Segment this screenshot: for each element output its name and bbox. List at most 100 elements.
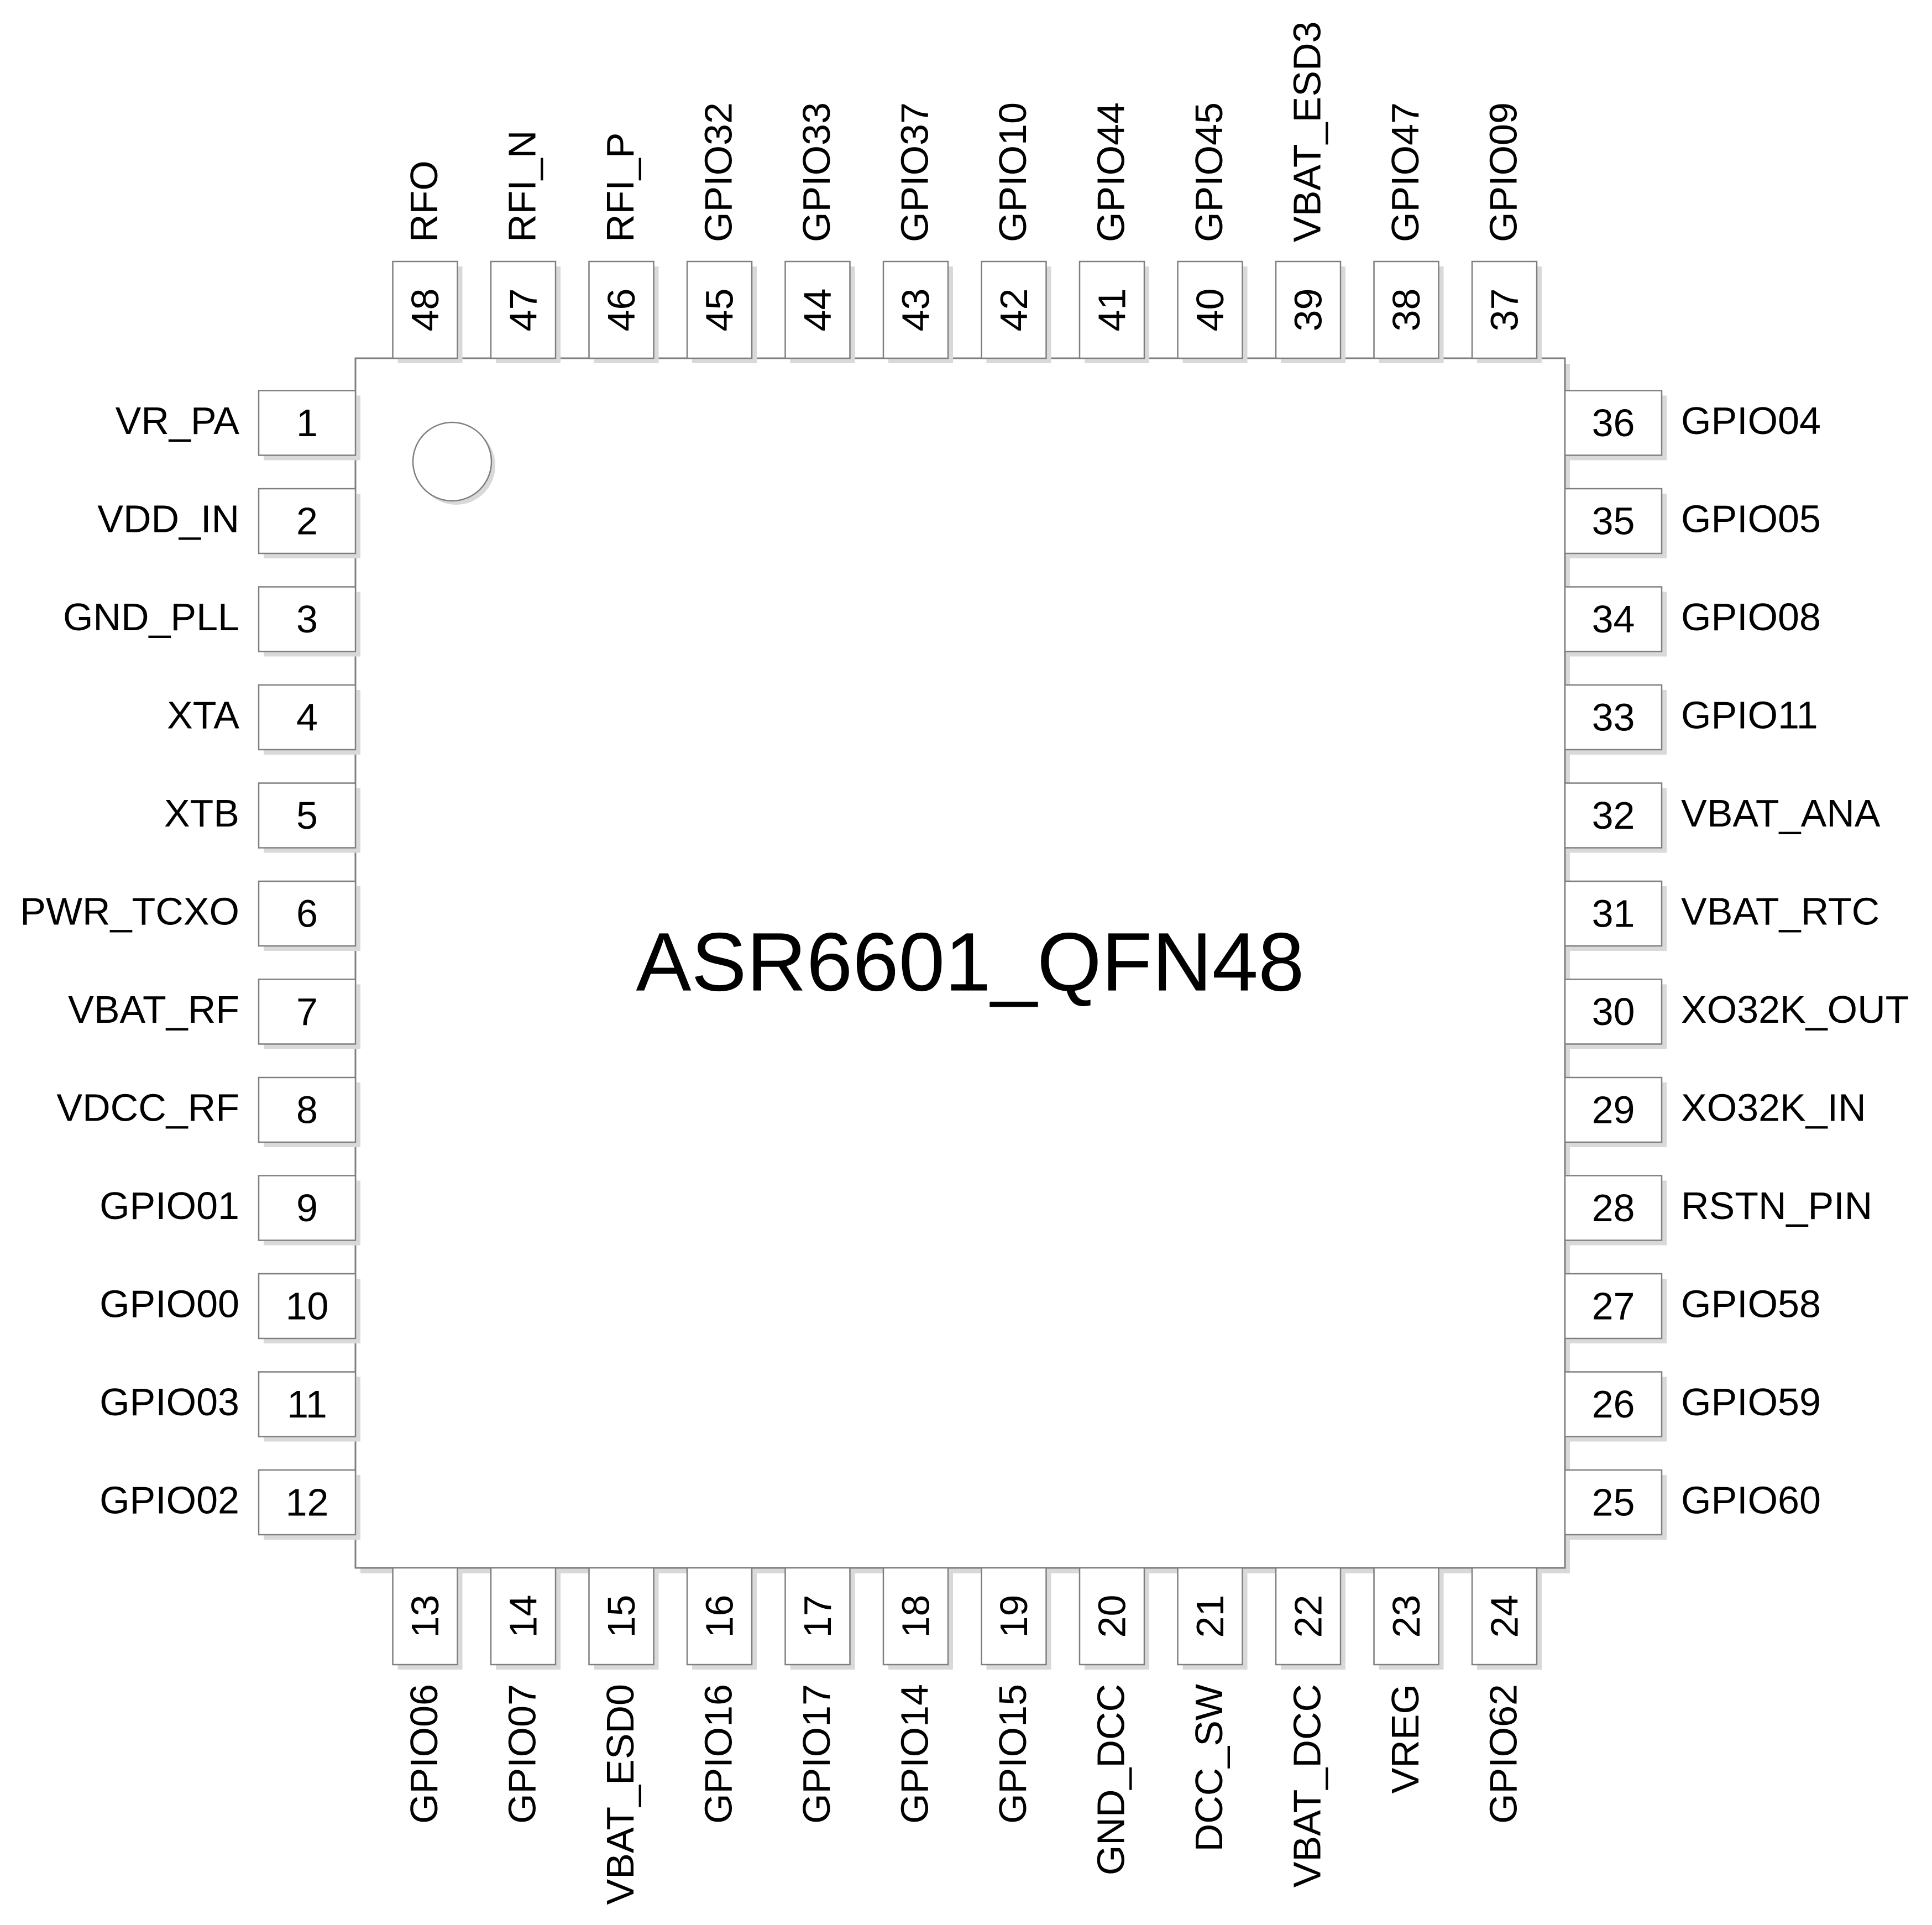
pin-35: 35 GPIO05 [1564, 488, 1821, 558]
pin-number: 23 [1385, 1595, 1428, 1638]
pin-box [1564, 782, 1663, 849]
pin-box [490, 260, 557, 359]
pin-number: 12 [286, 1481, 329, 1524]
pin-name: RFO [402, 160, 446, 242]
pin-name: VBAT_DCC [1286, 1684, 1329, 1887]
pin-box [686, 1567, 753, 1666]
pin-box [1564, 488, 1663, 555]
pin-box [784, 260, 851, 359]
pin-box [588, 260, 655, 359]
pin-box [981, 1567, 1047, 1666]
pin-name: XO32K_OUT [1681, 988, 1909, 1031]
pin-name: GPIO14 [893, 1684, 936, 1824]
pin-box [258, 390, 357, 456]
pin-name: VBAT_ESD0 [599, 1684, 642, 1905]
pin-42: 42 GPIO10 [981, 102, 1051, 363]
pin-number: 43 [894, 289, 938, 332]
pin-name: GPIO10 [991, 102, 1034, 242]
pin-box [490, 1567, 557, 1666]
pin-number: 34 [1592, 598, 1635, 641]
pin-box [1373, 1567, 1439, 1666]
pin-number: 47 [502, 289, 545, 332]
pin-box [1275, 1567, 1342, 1666]
pin-box [1564, 1469, 1663, 1536]
pin-name: GPIO45 [1187, 102, 1231, 242]
pin-box [1564, 979, 1663, 1045]
pin-number: 42 [992, 289, 1035, 332]
pin-number: 6 [296, 892, 318, 935]
pin-43: 43 GPIO37 [882, 102, 953, 363]
pin-name: GPIO37 [893, 102, 936, 242]
pin-name: GPIO16 [697, 1684, 740, 1824]
pin-name: VBAT_RTC [1681, 890, 1879, 933]
pin-46: 46 RFI_P [588, 133, 659, 363]
pin-45: 45 GPIO32 [686, 102, 757, 363]
pin-30: 30 XO32K_OUT [1564, 979, 1909, 1049]
pin-name: VREG [1384, 1684, 1427, 1793]
pin-number: 36 [1592, 401, 1635, 444]
pin-name: GPIO08 [1681, 595, 1821, 639]
pin-number: 30 [1592, 990, 1635, 1033]
pin-name: GPIO06 [402, 1684, 446, 1824]
pin-26: 26 GPIO59 [1564, 1371, 1821, 1442]
pin-number: 25 [1592, 1481, 1635, 1524]
pin-box [882, 260, 949, 359]
pin-name: GPIO07 [501, 1684, 544, 1824]
pin-number: 3 [296, 598, 318, 641]
pin-box [258, 684, 357, 751]
pin-number: 7 [296, 990, 318, 1033]
pin-box [392, 260, 458, 359]
pin-box [1564, 1175, 1663, 1241]
pin-21: 21 DCC_SW [1177, 1567, 1248, 1851]
pin-41: 41 GPIO44 [1078, 102, 1149, 363]
pin-name: RSTN_PIN [1681, 1184, 1872, 1227]
pin-number: 48 [404, 289, 447, 332]
pin-box [258, 488, 357, 555]
pin-number: 40 [1188, 289, 1232, 332]
pin-3: 3 GND_PLL [63, 586, 360, 657]
pin-number: 18 [894, 1595, 938, 1638]
pin-17: 17 GPIO17 [784, 1567, 855, 1824]
pin-39: 39 VBAT_ESD3 [1275, 22, 1345, 363]
pin-name: GND_DCC [1090, 1684, 1133, 1875]
pin-number: 20 [1091, 1595, 1134, 1638]
pin-name: VDCC_RF [56, 1086, 239, 1129]
pin-box [1078, 260, 1145, 359]
pin-name: VR_PA [116, 399, 240, 442]
pin-15: 15 VBAT_ESD0 [588, 1567, 659, 1905]
pin-34: 34 GPIO08 [1564, 586, 1821, 657]
pin-box [258, 782, 357, 849]
pin-number: 16 [698, 1595, 741, 1638]
pin-38: 38 GPIO47 [1373, 102, 1444, 363]
pin-name: RFI_P [599, 133, 642, 242]
pin-number: 24 [1483, 1595, 1526, 1638]
pin-box [588, 1567, 655, 1666]
pin-box [1564, 390, 1663, 456]
pin-number: 27 [1592, 1285, 1635, 1328]
pin-47: 47 RFI_N [490, 130, 561, 363]
pin-29: 29 XO32K_IN [1564, 1076, 1866, 1147]
pin-name: GPIO11 [1681, 694, 1818, 737]
pin-10: 10 GPIO00 [100, 1273, 360, 1343]
pin-number: 11 [287, 1383, 327, 1426]
pin-box [686, 260, 753, 359]
pin-box [882, 1567, 949, 1666]
pin-number: 8 [296, 1089, 318, 1132]
pin-name: GPIO60 [1681, 1479, 1821, 1522]
pin-box [1564, 684, 1663, 751]
pin-number: 38 [1385, 289, 1428, 332]
pin-name: GPIO00 [100, 1283, 239, 1326]
pin-box [258, 1175, 357, 1241]
pin-number: 41 [1091, 289, 1134, 332]
pin-number: 35 [1592, 500, 1635, 543]
pin-number: 26 [1592, 1383, 1635, 1426]
pin-number: 1 [296, 401, 318, 444]
pin-name: GPIO59 [1681, 1380, 1821, 1424]
pin-name: DCC_SW [1187, 1684, 1231, 1851]
pin-box [258, 979, 357, 1045]
pin-box [258, 880, 357, 947]
pin-name: GPIO04 [1681, 399, 1821, 442]
pin-box [1373, 260, 1439, 359]
pin-number: 28 [1592, 1186, 1635, 1230]
pin-name: GPIO01 [100, 1184, 239, 1227]
